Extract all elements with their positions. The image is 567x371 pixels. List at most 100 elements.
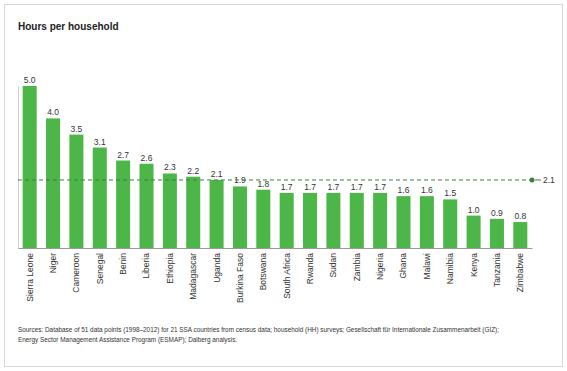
chart: Hours per household Sierra Leone Niger Came… bbox=[0, 0, 567, 371]
bar bbox=[490, 219, 504, 248]
x-tick-label: Zambia bbox=[352, 253, 362, 282]
reference-line bbox=[18, 179, 532, 180]
x-tick-label: Botswana bbox=[258, 253, 268, 291]
data-label: 0.8 bbox=[514, 211, 526, 221]
data-label: 1.5 bbox=[444, 188, 456, 198]
x-tick: Nigeria bbox=[375, 253, 385, 280]
bar bbox=[280, 193, 294, 248]
x-tick-label: Ethiopia bbox=[165, 253, 175, 284]
bar bbox=[233, 186, 247, 248]
bar bbox=[93, 148, 107, 248]
x-tick: Ghana bbox=[398, 253, 408, 279]
bar bbox=[513, 222, 527, 248]
data-labels: 5.04.03.53.12.72.62.32.22.11.91.81.71.71… bbox=[24, 75, 527, 221]
frame bbox=[5, 5, 563, 367]
x-tick: Senegal bbox=[95, 253, 105, 284]
x-tick-label: Kenya bbox=[469, 253, 479, 277]
bar bbox=[420, 196, 434, 248]
reference-line-group: 2.1 bbox=[18, 175, 555, 185]
data-label: 2.3 bbox=[164, 162, 176, 172]
x-tick: Namibia bbox=[445, 253, 455, 284]
reference-dot bbox=[530, 177, 535, 182]
x-tick: Botswana bbox=[258, 253, 268, 291]
data-label: 1.6 bbox=[398, 185, 410, 195]
bar bbox=[163, 173, 177, 248]
bars bbox=[23, 86, 528, 248]
y-axis-line bbox=[18, 87, 19, 249]
x-tick: Sierra Leone bbox=[25, 253, 35, 302]
data-label: 5.0 bbox=[24, 75, 36, 85]
data-label: 1.7 bbox=[327, 182, 339, 192]
data-label: 1.7 bbox=[351, 182, 363, 192]
x-tick-label: Nigeria bbox=[375, 253, 385, 280]
x-tick-label: Benin bbox=[118, 253, 128, 275]
x-tick: Zimbabwe bbox=[515, 253, 525, 292]
bar bbox=[303, 193, 317, 248]
data-label: 1.7 bbox=[304, 182, 316, 192]
x-tick-label: Uganda bbox=[212, 253, 222, 283]
bar bbox=[443, 199, 457, 248]
x-tick-label: Senegal bbox=[95, 253, 105, 284]
x-tick: Rwanda bbox=[305, 253, 315, 284]
bar bbox=[46, 118, 60, 248]
x-tick-label: Namibia bbox=[445, 253, 455, 284]
bar bbox=[373, 193, 387, 248]
data-label: 1.6 bbox=[421, 185, 433, 195]
title: Hours per household bbox=[18, 21, 119, 32]
bar bbox=[350, 193, 364, 248]
bar bbox=[396, 196, 410, 248]
x-tick: Kenya bbox=[469, 253, 479, 277]
x-tick: South Africa bbox=[282, 253, 292, 299]
reference-connector bbox=[535, 179, 541, 180]
data-label: 1.7 bbox=[374, 182, 386, 192]
x-tick: Malawi bbox=[422, 253, 432, 280]
data-label: 2.1 bbox=[211, 169, 223, 179]
x-tick-label: South Africa bbox=[282, 253, 292, 299]
x-tick-label: Sudan bbox=[328, 253, 338, 278]
x-tick-label: Niger bbox=[48, 253, 58, 273]
x-tick-label: Liberia bbox=[141, 253, 151, 279]
x-tick: Ethiopia bbox=[165, 253, 175, 284]
source-line: Energy Sector Management Assistance Prog… bbox=[18, 336, 237, 344]
x-tick: Uganda bbox=[212, 253, 222, 283]
data-label: 1.7 bbox=[281, 182, 293, 192]
x-tick: Tanzania bbox=[492, 253, 502, 287]
bar bbox=[326, 193, 340, 248]
data-label: 3.5 bbox=[70, 124, 82, 134]
data-label: 3.1 bbox=[94, 137, 106, 147]
y-axis bbox=[18, 87, 19, 249]
bar bbox=[116, 161, 130, 248]
bar bbox=[186, 177, 200, 248]
x-tick: Cameroon bbox=[71, 253, 81, 293]
data-label: 4.0 bbox=[47, 107, 59, 117]
reference-label: 2.1 bbox=[543, 175, 555, 185]
x-tick: Sudan bbox=[328, 253, 338, 278]
x-tick-label: Ghana bbox=[398, 253, 408, 279]
x-tick: Niger bbox=[48, 253, 58, 273]
x-axis: Sierra Leone Niger Cameroon Senegal Benin Lib… bbox=[19, 249, 533, 304]
data-label: 2.6 bbox=[141, 153, 153, 163]
x-tick-label: Rwanda bbox=[305, 253, 315, 284]
x-tick-label: Tanzania bbox=[492, 253, 502, 287]
x-tick: Liberia bbox=[141, 253, 151, 279]
source: Sources: Database of 51 data points (199… bbox=[18, 326, 499, 344]
x-tick-label: Cameroon bbox=[71, 253, 81, 293]
x-axis-line bbox=[19, 248, 533, 249]
data-label: 2.2 bbox=[187, 166, 199, 176]
bar bbox=[256, 190, 270, 248]
x-tick: Zambia bbox=[352, 253, 362, 282]
x-tick: Madagascar bbox=[188, 253, 198, 300]
bar bbox=[467, 216, 481, 248]
data-label: 0.9 bbox=[491, 208, 503, 218]
x-tick-label: Madagascar bbox=[188, 253, 198, 300]
x-tick-label: Burkina Faso bbox=[235, 253, 245, 303]
bar bbox=[139, 164, 153, 248]
bar bbox=[69, 135, 83, 248]
x-tick-label: Sierra Leone bbox=[25, 253, 35, 302]
x-tick-label: Zimbabwe bbox=[515, 253, 525, 292]
bar bbox=[23, 86, 37, 248]
x-tick: Benin bbox=[118, 253, 128, 275]
data-label: 2.7 bbox=[117, 150, 129, 160]
x-tick: Burkina Faso bbox=[235, 253, 245, 303]
bar bbox=[210, 180, 224, 248]
